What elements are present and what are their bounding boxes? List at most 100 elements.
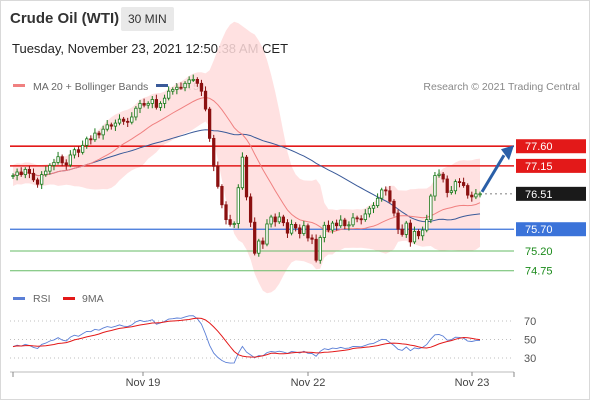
candle-body (146, 103, 150, 106)
candle-body (175, 86, 179, 90)
candle-body (187, 79, 191, 84)
candle-body (380, 189, 384, 199)
candle-body (179, 86, 183, 89)
candle-body (11, 175, 15, 177)
level-badge-77.60 (516, 139, 586, 154)
candle-body (351, 217, 355, 226)
candle-body (449, 190, 453, 193)
candle-body (232, 223, 236, 225)
candle-body (277, 216, 281, 223)
candle-body (171, 89, 175, 92)
candle-body (138, 103, 142, 109)
candle-body (89, 138, 93, 141)
candle-body (474, 193, 478, 198)
candle-body (203, 90, 208, 110)
candle-body (72, 149, 77, 156)
rsi-level-label-50: 50 (524, 335, 536, 347)
candle-body (289, 224, 294, 234)
candle-body (392, 200, 396, 214)
level-label-76.51: 76.51 (525, 189, 553, 201)
level-label-77.60: 77.60 (525, 141, 553, 153)
candle-body (15, 171, 19, 176)
candle-body (113, 122, 118, 127)
chart-header: Crude Oil (WTI) 30 MIN (0, 0, 590, 36)
candle-body (302, 225, 306, 234)
candle-body (23, 168, 27, 176)
candle-body (216, 165, 220, 187)
candle-body (261, 240, 265, 245)
level-badge-77.15 (516, 158, 586, 173)
level-label-74.75: 74.75 (525, 266, 553, 278)
candle-body (248, 196, 253, 223)
candle-body (183, 82, 187, 89)
candle-body (269, 216, 273, 225)
x-tick-label: Nov 19 (126, 377, 161, 389)
candle-body (470, 194, 474, 198)
level-label-77.15: 77.15 (525, 161, 553, 173)
candle-body (117, 118, 122, 124)
candle-body (220, 186, 224, 206)
candle-body (318, 237, 322, 261)
candle-body (31, 172, 36, 181)
level-label-75.20: 75.20 (525, 246, 553, 258)
candle-body (265, 223, 269, 245)
candle-body (109, 124, 113, 127)
candle-body (314, 238, 318, 261)
candle-body (371, 205, 376, 209)
candle-body (457, 181, 462, 184)
candle-body (453, 181, 458, 192)
candle-body (195, 79, 199, 84)
candle-body (421, 229, 425, 237)
candle-body (150, 99, 154, 104)
candle-body (433, 175, 437, 197)
candle-body (27, 168, 32, 174)
candle-body (101, 128, 105, 136)
candle-body (441, 173, 445, 180)
candle-body (412, 231, 417, 243)
instrument-title: Crude Oil (WTI) (10, 10, 120, 27)
x-tick-label: Nov 22 (291, 377, 326, 389)
rsi-line (12, 315, 480, 364)
candle-body (19, 171, 23, 176)
candle-body (257, 240, 261, 254)
chart-credit: Research © 2021 Trading Central (423, 81, 580, 93)
legend-ma50-swatch (156, 84, 168, 87)
candles (11, 74, 482, 264)
candle-body (105, 124, 109, 130)
candle-body (425, 219, 429, 231)
candle-body (466, 185, 470, 196)
legend-rsi-ma-swatch (63, 297, 75, 300)
candle-body (416, 231, 421, 237)
candle-body (322, 224, 326, 238)
candle-body (429, 195, 433, 221)
candle-body (294, 224, 298, 229)
candle-body (359, 218, 363, 221)
candle-body (40, 174, 44, 185)
candle-body (167, 90, 171, 99)
candle-body (48, 165, 52, 172)
candle-body (437, 173, 441, 176)
candle-body (253, 221, 257, 254)
candle-body (310, 237, 314, 240)
candle-body (330, 222, 335, 231)
candle-body (81, 144, 85, 153)
candle-body (298, 227, 302, 234)
timeframe-badge[interactable]: 30 MIN (121, 7, 174, 31)
candle-body (60, 156, 64, 164)
candle-body (273, 216, 277, 223)
level-badge-75.70 (516, 222, 586, 237)
candle-body (68, 154, 72, 166)
candle-body (228, 219, 232, 225)
candle-body (121, 118, 126, 122)
forecast-arrow-head (501, 145, 514, 161)
legend-ma20-swatch (13, 84, 25, 87)
candle-body (64, 162, 68, 166)
candle-body (240, 156, 245, 189)
candle-body (126, 120, 130, 123)
candle-body (199, 82, 204, 92)
candle-body (339, 219, 343, 227)
candle-body (408, 222, 412, 243)
rsi-ma-line (12, 317, 481, 358)
candle-body (134, 107, 138, 118)
